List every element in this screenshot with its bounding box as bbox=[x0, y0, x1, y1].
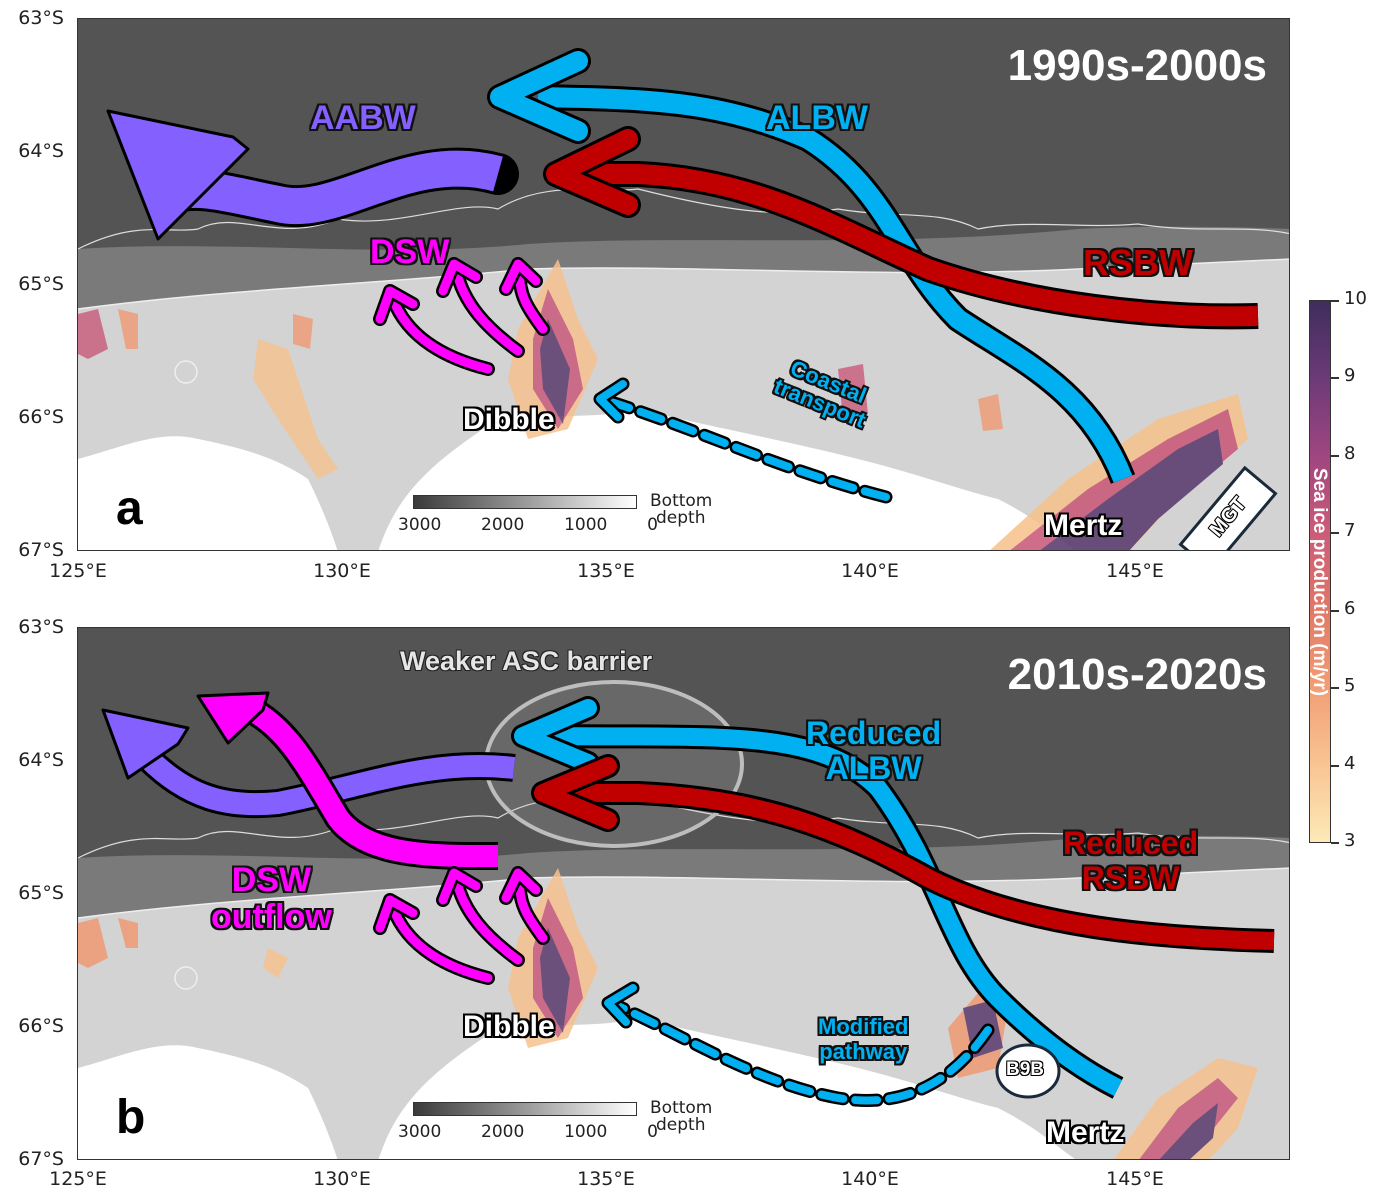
aabw-arrow-a bbox=[106, 109, 519, 241]
depth-ticks-a: 3000 2000 1000 0 bbox=[398, 515, 658, 535]
depth-colorbar-b bbox=[413, 1102, 637, 1116]
label-reduced-albw: Reduced ALBW bbox=[806, 715, 942, 787]
mgt-tongue-box bbox=[1178, 465, 1278, 550]
label-albw: ALBW bbox=[766, 99, 868, 137]
dsw-arrows-a bbox=[373, 257, 550, 376]
label-dibble-b: Dibble bbox=[463, 1010, 555, 1043]
label-aabw: AABW bbox=[310, 99, 416, 137]
period-title-b: 2010s-2020s bbox=[1007, 650, 1267, 699]
sea-ice-colorbar bbox=[1309, 300, 1331, 843]
map-panel-b: 2010s-2020s b Weaker ASC barrier Reduced… bbox=[77, 627, 1290, 1160]
depth-title-line2: depth bbox=[656, 1115, 706, 1135]
y-tick-a-63: 63°S bbox=[18, 7, 64, 29]
x-tick-b-125: 125°E bbox=[49, 1168, 107, 1190]
label-b9b: B9B bbox=[1006, 1059, 1045, 1080]
y-tick-b-67: 67°S bbox=[18, 1148, 64, 1170]
depth-tick: 1000 bbox=[564, 515, 608, 535]
cbar-tick-10: 10 bbox=[1344, 288, 1367, 309]
depth-tick: 2000 bbox=[481, 515, 525, 535]
y-tick-b-64: 64°S bbox=[18, 749, 64, 771]
depth-title-line2: depth bbox=[656, 508, 706, 528]
depth-legend-title-b: Bottom depth bbox=[650, 1100, 712, 1134]
label-reduced-rsbw: Reduced RSBW bbox=[1063, 825, 1199, 897]
depth-legend-title-a: Bottom depth bbox=[650, 493, 712, 527]
depth-title-line1: Bottom bbox=[650, 491, 713, 511]
label-dsw-outflow: DSW outflow bbox=[211, 861, 332, 937]
y-tick-a-66: 66°S bbox=[18, 406, 64, 428]
cbar-tick-4: 4 bbox=[1344, 753, 1356, 774]
coastal-transport-arrow-a bbox=[593, 377, 893, 504]
label-dsw-outflow-line1: DSW bbox=[231, 861, 312, 899]
albw-arrow-a bbox=[487, 48, 1136, 484]
x-tick-b-140: 140°E bbox=[841, 1168, 899, 1190]
sea-ice-colorbar-title: Sea ice production (m/yr) bbox=[1309, 467, 1330, 697]
depth-tick: 0 bbox=[647, 1122, 658, 1142]
x-tick-b-130: 130°E bbox=[313, 1168, 371, 1190]
depth-tick: 3000 bbox=[398, 1122, 442, 1142]
x-tick-b-145: 145°E bbox=[1106, 1168, 1164, 1190]
dsw-outflow-arrow-b bbox=[196, 691, 499, 871]
dsw-arrows-b bbox=[373, 866, 550, 985]
label-dsw: DSW bbox=[370, 233, 450, 271]
label-dsw-outflow-line2: outflow bbox=[211, 898, 332, 937]
depth-title-line1: Bottom bbox=[650, 1098, 713, 1118]
depth-tick: 0 bbox=[647, 515, 658, 535]
label-modified-pathway: Modified pathway bbox=[818, 1014, 908, 1065]
y-tick-b-65: 65°S bbox=[18, 882, 64, 904]
modified-pathway-arrow-b bbox=[601, 981, 995, 1107]
aabw-arrow-b bbox=[101, 708, 516, 819]
y-tick-a-64: 64°S bbox=[18, 140, 64, 162]
depth-colorbar-a bbox=[413, 495, 637, 509]
depth-ticks-b: 3000 2000 1000 0 bbox=[398, 1122, 658, 1142]
map-panel-a: 1990s-2000s a AABW ALBW RSBW DSW Dibble … bbox=[77, 18, 1290, 551]
panel-letter-a: a bbox=[116, 482, 143, 535]
label-modified-line1: Modified bbox=[818, 1014, 909, 1039]
flow-arrows-a bbox=[106, 48, 1278, 550]
label-mertz: Mertz bbox=[1044, 509, 1123, 542]
cbar-tick-7: 7 bbox=[1344, 520, 1356, 541]
cbar-tick-3: 3 bbox=[1344, 830, 1356, 851]
label-reduced-rsbw-line1: Reduced bbox=[1063, 825, 1199, 861]
x-tick-b-135: 135°E bbox=[577, 1168, 635, 1190]
x-tick-a-145: 145°E bbox=[1106, 560, 1164, 582]
label-modified-line2: pathway bbox=[819, 1039, 908, 1065]
cbar-tick-5: 5 bbox=[1344, 675, 1356, 696]
label-weaker-asc-barrier: Weaker ASC barrier bbox=[400, 646, 653, 676]
x-tick-a-135: 135°E bbox=[577, 560, 635, 582]
y-tick-a-67: 67°S bbox=[18, 539, 64, 561]
cbar-tick-9: 9 bbox=[1344, 365, 1356, 386]
period-title-a: 1990s-2000s bbox=[1007, 41, 1267, 90]
rsbw-arrow-b bbox=[531, 754, 1275, 953]
label-mertz-b: Mertz bbox=[1046, 1116, 1125, 1149]
y-tick-a-65: 65°S bbox=[18, 273, 64, 295]
cbar-tick-6: 6 bbox=[1344, 598, 1356, 619]
label-reduced-albw-line2: ALBW bbox=[825, 750, 922, 787]
x-tick-a-125: 125°E bbox=[49, 560, 107, 582]
label-reduced-albw-line1: Reduced bbox=[806, 715, 942, 751]
panel-letter-b: b bbox=[116, 1091, 146, 1144]
label-dibble: Dibble bbox=[463, 403, 555, 436]
y-tick-b-66: 66°S bbox=[18, 1015, 64, 1037]
x-tick-a-140: 140°E bbox=[841, 560, 899, 582]
b9b-iceberg-ellipse bbox=[995, 1043, 1061, 1099]
depth-tick: 2000 bbox=[481, 1122, 525, 1142]
label-rsbw: RSBW bbox=[1083, 242, 1193, 283]
label-reduced-rsbw-line2: RSBW bbox=[1081, 860, 1180, 897]
cbar-tick-8: 8 bbox=[1344, 443, 1356, 464]
x-tick-a-130: 130°E bbox=[313, 560, 371, 582]
depth-tick: 3000 bbox=[398, 515, 442, 535]
depth-tick: 1000 bbox=[564, 1122, 608, 1142]
y-tick-b-63: 63°S bbox=[18, 616, 64, 638]
rsbw-arrow-a bbox=[543, 126, 1259, 330]
flow-arrows-b bbox=[101, 691, 1275, 1107]
